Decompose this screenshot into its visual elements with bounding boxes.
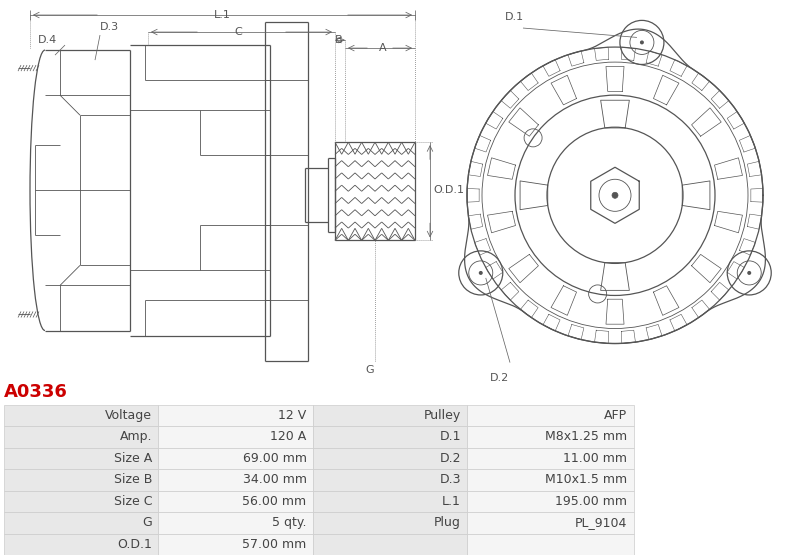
Bar — [4, 448, 158, 469]
Bar — [467, 469, 634, 490]
Bar — [158, 512, 313, 533]
Bar — [158, 490, 313, 512]
Circle shape — [478, 271, 482, 275]
Text: 57.00 mm: 57.00 mm — [242, 538, 306, 551]
Bar — [4, 490, 158, 512]
Text: Size A: Size A — [114, 452, 152, 465]
Text: 120 A: 120 A — [270, 430, 306, 444]
Text: M8x1.25 mm: M8x1.25 mm — [545, 430, 627, 444]
Bar — [158, 533, 313, 555]
Text: D.3: D.3 — [439, 473, 461, 487]
Bar — [313, 448, 467, 469]
Text: M10x1.5 mm: M10x1.5 mm — [545, 473, 627, 487]
Text: O.D.1: O.D.1 — [118, 538, 152, 551]
Text: Plug: Plug — [434, 516, 461, 530]
Circle shape — [640, 40, 644, 45]
Bar — [313, 469, 467, 490]
Text: D.1: D.1 — [505, 12, 524, 22]
Bar — [158, 405, 313, 426]
Text: L.1: L.1 — [442, 495, 461, 508]
Text: Size B: Size B — [114, 473, 152, 487]
Circle shape — [747, 271, 751, 275]
Bar — [4, 405, 158, 426]
Bar — [4, 426, 158, 448]
Text: AFP: AFP — [604, 409, 627, 422]
Text: 11.00 mm: 11.00 mm — [563, 452, 627, 465]
Text: L.1: L.1 — [214, 10, 230, 20]
Bar — [313, 426, 467, 448]
Text: Amp.: Amp. — [120, 430, 152, 444]
Text: A: A — [379, 43, 387, 53]
Bar — [158, 448, 313, 469]
Bar — [4, 533, 158, 555]
Bar — [467, 448, 634, 469]
Bar — [313, 512, 467, 533]
Circle shape — [612, 193, 618, 198]
Text: D.3: D.3 — [100, 22, 119, 32]
Text: A0336: A0336 — [4, 383, 68, 401]
Text: G: G — [142, 516, 152, 530]
Bar — [467, 426, 634, 448]
Text: G: G — [366, 364, 374, 374]
Text: D.4: D.4 — [38, 35, 58, 45]
Text: D.2: D.2 — [439, 452, 461, 465]
Bar — [467, 533, 634, 555]
Bar — [467, 405, 634, 426]
Text: C: C — [234, 27, 242, 37]
Bar — [158, 469, 313, 490]
Text: Voltage: Voltage — [105, 409, 152, 422]
Text: B: B — [335, 35, 343, 45]
Text: PL_9104: PL_9104 — [575, 516, 627, 530]
Text: 12 V: 12 V — [278, 409, 306, 422]
Text: 5 qty.: 5 qty. — [272, 516, 306, 530]
Text: Pulley: Pulley — [424, 409, 461, 422]
Bar — [4, 512, 158, 533]
Text: 195.00 mm: 195.00 mm — [555, 495, 627, 508]
Text: 56.00 mm: 56.00 mm — [242, 495, 306, 508]
Bar — [4, 469, 158, 490]
Bar — [313, 490, 467, 512]
Text: 69.00 mm: 69.00 mm — [242, 452, 306, 465]
Bar — [467, 490, 634, 512]
Bar — [313, 405, 467, 426]
Text: D.2: D.2 — [490, 373, 510, 383]
Bar — [467, 512, 634, 533]
Bar — [158, 426, 313, 448]
Text: O.D.1: O.D.1 — [433, 185, 464, 195]
Text: Size C: Size C — [114, 495, 152, 508]
Text: 34.00 mm: 34.00 mm — [242, 473, 306, 487]
Text: D.1: D.1 — [439, 430, 461, 444]
Bar — [313, 533, 467, 555]
